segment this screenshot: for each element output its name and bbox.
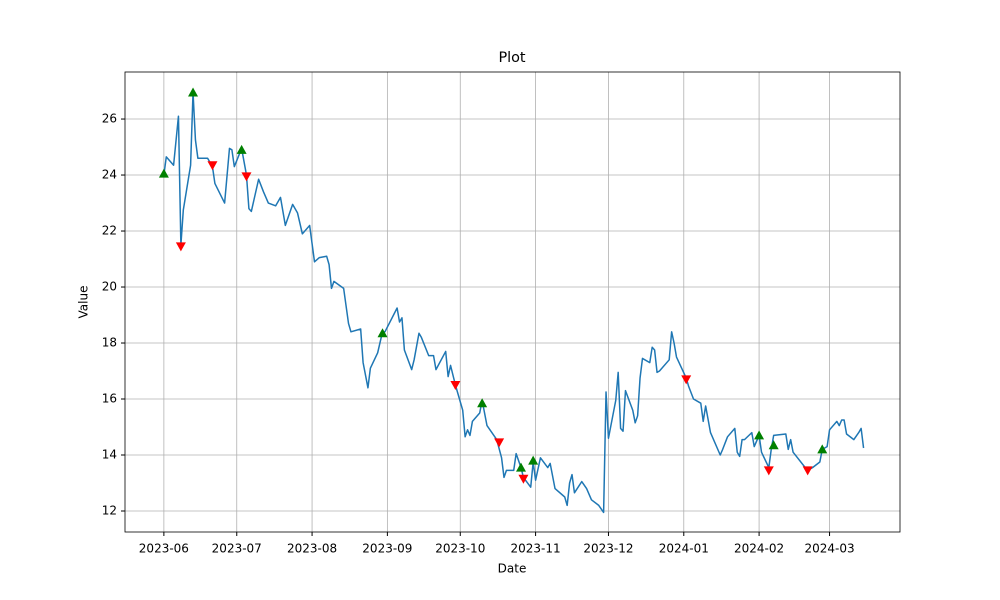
buy-marker [477,398,488,408]
y-tick-label: 16 [102,392,117,406]
x-tick-label: 2023-11 [511,542,561,556]
buy-marker [188,87,199,97]
buy-marker [236,144,247,154]
sell-marker [494,438,505,448]
buy-marker [817,444,828,454]
sell-marker [518,474,529,484]
buy-marker [528,455,539,465]
y-tick-label: 14 [102,448,117,462]
x-tick-label: 2024-01 [659,542,709,556]
x-axis-label: Date [498,562,527,576]
buy-marker [516,462,527,472]
buy-marker [768,440,779,450]
x-tick-label: 2024-03 [804,542,854,556]
y-tick-label: 12 [102,504,117,518]
sell-marker [175,242,186,252]
plot-frame [124,71,901,533]
sell-marker [207,161,218,171]
y-tick-label: 24 [102,168,117,182]
x-tick-label: 2024-02 [734,542,784,556]
y-tick-label: 18 [102,336,117,350]
buy-marker [158,168,169,178]
sell-marker [763,466,774,476]
buy-marker [754,430,765,440]
sell-marker [450,381,461,391]
y-tick-label: 22 [102,224,117,238]
sell-marker [802,466,813,476]
buy-marker [377,328,388,338]
y-tick-label: 20 [102,280,117,294]
x-tick-label: 2023-10 [435,542,485,556]
data-line [163,91,865,514]
x-tick-label: 2023-12 [583,542,633,556]
y-tick-label: 26 [102,112,117,126]
x-tick-label: 2023-07 [212,542,262,556]
x-tick-label: 2023-09 [362,542,412,556]
sell-marker [241,172,252,182]
x-tick-label: 2023-06 [139,542,189,556]
y-axis-label: Value [77,286,91,319]
sell-marker [681,375,692,385]
x-tick-label: 2023-08 [287,542,337,556]
chart-title: Plot [498,50,525,66]
